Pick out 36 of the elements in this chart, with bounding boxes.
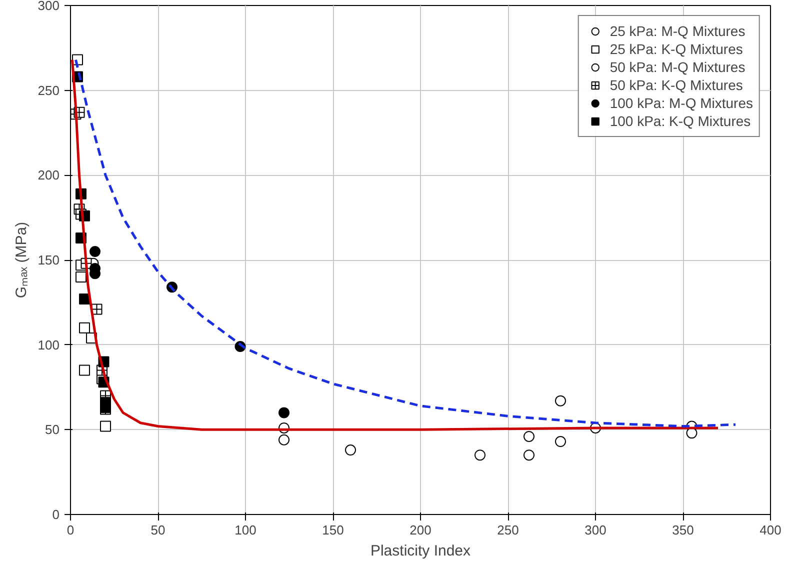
point: [278, 407, 290, 418]
legend-label: 25 kPa: K-Q Mixtures: [610, 40, 743, 58]
point: [524, 450, 534, 461]
point: [524, 430, 534, 442]
y-tick-label: 100: [38, 337, 60, 352]
y-axis-title: Gₘₐₓ (MPa): [12, 222, 30, 298]
y-tick-label: 0: [52, 507, 60, 522]
x-tick-label: 350: [672, 522, 694, 538]
legend-label: 25 kPa: M-Q Mixtures: [610, 22, 746, 40]
x-axis-title: Plasticity Index: [370, 542, 472, 560]
point: [90, 246, 100, 258]
legend-label: 50 kPa: K-Q Mixtures: [610, 76, 743, 94]
y-tick-label: 250: [38, 82, 60, 98]
point: [555, 395, 566, 406]
x-tick-label: 200: [410, 522, 432, 538]
x-tick-label: 400: [760, 522, 782, 538]
legend-label: 100 kPa: M-Q Mixtures: [610, 94, 753, 112]
x-tick-label: 100: [234, 522, 256, 538]
legend-label: 50 kPa: M-Q Mixtures: [610, 58, 746, 76]
point: [686, 428, 698, 439]
y-tick-label: 300: [38, 0, 60, 13]
x-tick-label: 50: [150, 522, 166, 538]
point: [79, 364, 90, 376]
x-tick-label: 250: [497, 522, 519, 538]
legend-label: 100 kPa: K-Q Mixtures: [610, 112, 751, 130]
y-tick-label: 150: [38, 252, 60, 268]
y-tick-label: 50: [45, 422, 60, 438]
x-tick-label: 300: [584, 522, 606, 538]
x-tick-label: 150: [322, 522, 344, 538]
point: [345, 444, 356, 456]
x-tick-label: 0: [66, 522, 74, 538]
point: [474, 450, 486, 461]
point: [278, 434, 290, 446]
point: [100, 420, 111, 432]
y-tick-label: 200: [38, 168, 60, 183]
point: [555, 436, 566, 448]
